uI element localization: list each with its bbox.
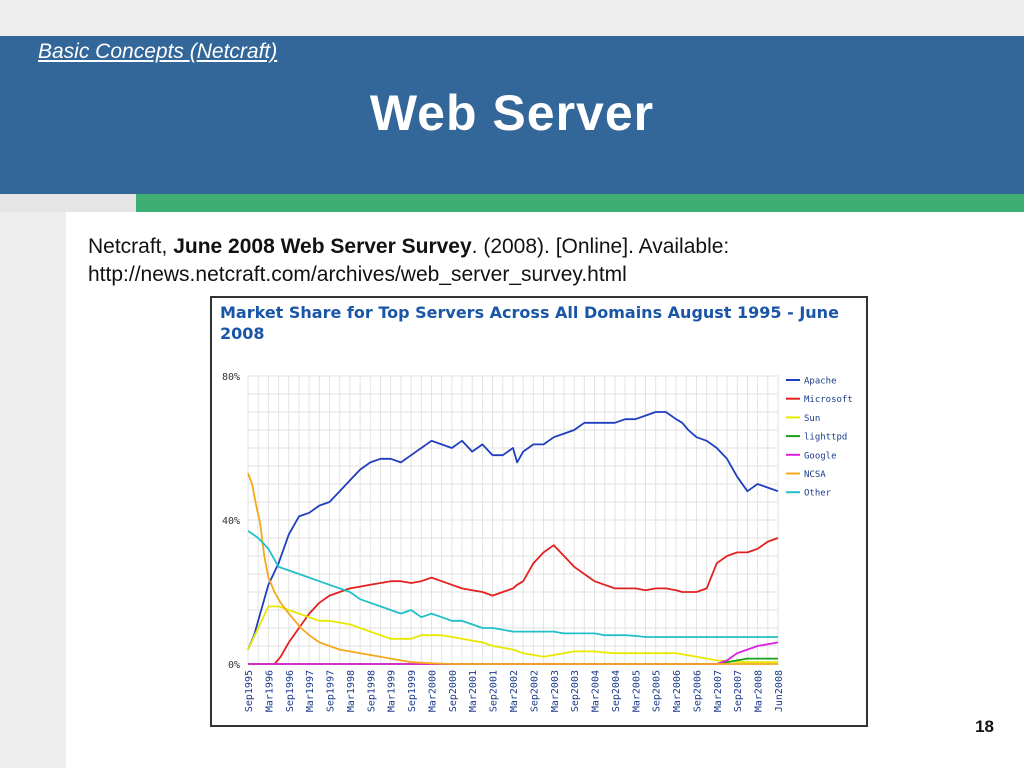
x-tick-label: Mar2001: [468, 670, 479, 712]
header-accent-bar: [136, 194, 1024, 212]
x-tick-label: Mar2005: [631, 670, 642, 712]
x-tick-label: Mar2006: [672, 670, 683, 712]
x-tick-label: Mar1999: [387, 670, 398, 712]
x-tick-label: Mar2003: [550, 670, 561, 712]
x-tick-label: Jun2008: [774, 670, 785, 712]
x-tick-label: Sep1998: [366, 670, 377, 712]
slide-background-top: [0, 0, 1024, 36]
chart-title-line-2: 2008: [220, 324, 265, 343]
legend-label-lighttpd: lighttpd: [804, 433, 847, 443]
series-line-ncsa: [247, 472, 778, 665]
x-tick-label: Sep1997: [326, 670, 337, 712]
slide-subtitle[interactable]: Basic Concepts (Netcraft): [38, 40, 278, 63]
slide-title: Web Server: [369, 85, 655, 141]
series-line-apache: [247, 411, 779, 650]
legend-label-google: Google: [804, 451, 837, 461]
legend-label-apache: Apache: [804, 377, 837, 387]
x-tick-label: Mar2004: [591, 670, 602, 712]
citation-bold-title: June 2008 Web Server Survey: [173, 235, 472, 258]
series-line-microsoft: [248, 537, 779, 665]
x-tick-label: Sep1995: [244, 670, 255, 712]
x-tick-label: Sep2000: [448, 670, 459, 712]
y-tick-label: 40%: [222, 516, 240, 527]
x-tick-label: Mar1997: [305, 670, 316, 712]
legend-label-ncsa: NCSA: [804, 470, 826, 480]
x-tick-label: Mar2007: [713, 670, 724, 712]
header-notch: [0, 194, 136, 212]
chart-figure: Market Share for Top Servers Across All …: [210, 296, 868, 727]
x-tick-label: Sep1996: [285, 670, 296, 712]
citation-suffix: . (2008). [Online]. Available:: [471, 235, 730, 258]
x-tick-label: Sep2004: [611, 670, 622, 712]
citation-prefix: Netcraft,: [88, 235, 174, 258]
x-tick-label: Mar2008: [754, 670, 765, 712]
series-line-sun: [247, 605, 778, 664]
x-tick-label: Mar1998: [346, 670, 357, 712]
legend-label-sun: Sun: [804, 414, 820, 424]
x-tick-label: Mar1996: [264, 670, 275, 712]
legend-label-other: Other: [804, 489, 832, 499]
market-share-chart: Market Share for Top Servers Across All …: [220, 303, 853, 712]
series-line-other: [247, 530, 778, 638]
citation-url[interactable]: http://news.netcraft.com/archives/web_se…: [88, 263, 627, 286]
x-tick-label: Mar2000: [427, 670, 438, 712]
x-tick-label: Sep2002: [529, 670, 540, 712]
citation: Netcraft, June 2008 Web Server Survey. (…: [88, 233, 729, 289]
x-tick-label: Sep2003: [570, 670, 581, 712]
y-tick-label: 0%: [228, 660, 240, 671]
slide-header-band: [0, 36, 1024, 194]
x-tick-label: Sep2007: [733, 670, 744, 712]
slide-number: 18: [975, 717, 994, 736]
x-tick-label: Mar2002: [509, 670, 520, 712]
legend-label-microsoft: Microsoft: [804, 395, 853, 405]
chart-title-line-1: Market Share for Top Servers Across All …: [220, 303, 839, 322]
x-tick-label: Sep2001: [489, 670, 500, 712]
x-tick-label: Sep2005: [652, 670, 663, 712]
y-tick-label: 80%: [222, 372, 240, 383]
x-tick-label: Sep2006: [692, 670, 703, 712]
x-tick-label: Sep1999: [407, 670, 418, 712]
